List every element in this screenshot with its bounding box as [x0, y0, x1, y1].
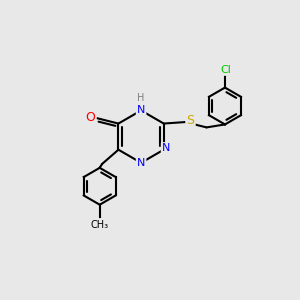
Text: H: H	[136, 93, 144, 103]
Text: S: S	[187, 114, 194, 127]
Text: Cl: Cl	[220, 65, 231, 75]
Text: O: O	[85, 110, 95, 124]
Text: N: N	[137, 158, 145, 168]
Text: CH₃: CH₃	[91, 220, 109, 230]
Text: N: N	[137, 106, 145, 116]
Text: N: N	[162, 143, 170, 153]
